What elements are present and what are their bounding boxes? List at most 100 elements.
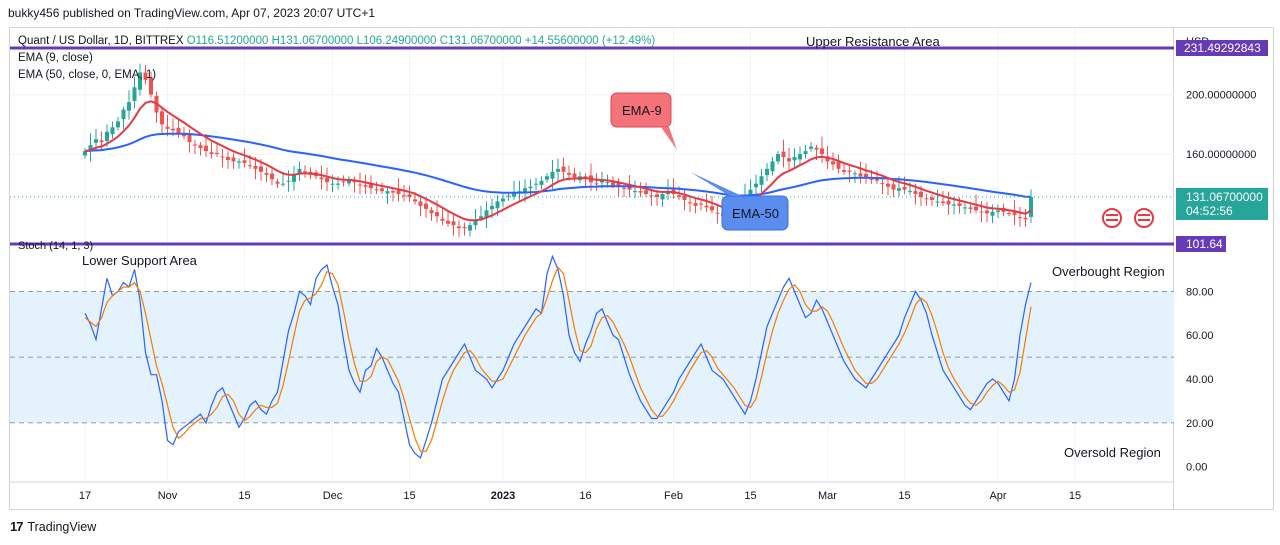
candle-body xyxy=(792,157,797,161)
candle-body xyxy=(968,207,973,209)
candle-body xyxy=(644,190,648,195)
candle-body xyxy=(94,139,98,143)
candle-body xyxy=(990,211,995,216)
candle-body xyxy=(297,168,302,174)
candle-body xyxy=(605,182,610,184)
candle-body xyxy=(897,188,901,191)
x-tick-label: 16 xyxy=(579,490,591,502)
candle-body xyxy=(704,205,709,208)
x-tick-label: 15 xyxy=(403,490,415,502)
candle-body xyxy=(649,195,654,197)
candle-body xyxy=(979,211,984,213)
candle-body xyxy=(495,201,500,209)
candle-body xyxy=(616,182,621,187)
candle-body xyxy=(413,199,417,202)
candle-body xyxy=(754,183,758,188)
oversold-annotation: Oversold Region xyxy=(1064,445,1161,460)
candle-body xyxy=(957,203,962,206)
candle-body xyxy=(891,184,896,190)
candle-body xyxy=(440,218,445,221)
candle-body xyxy=(996,210,1000,212)
candle-body xyxy=(886,183,890,187)
candle-body xyxy=(369,184,373,189)
candle-body xyxy=(908,191,912,193)
candle-body xyxy=(688,202,692,204)
candle-body xyxy=(303,171,307,173)
chart-frame[interactable] xyxy=(9,27,1174,510)
candle-body xyxy=(567,173,571,175)
candle-body xyxy=(396,190,401,195)
candle-body xyxy=(116,121,120,128)
ema50-line xyxy=(84,132,1031,198)
candle-body xyxy=(820,148,824,155)
stoch-tick-label: 60.00 xyxy=(1186,330,1214,342)
candle-body xyxy=(451,221,456,226)
candle-body xyxy=(407,194,412,198)
stoch-pane xyxy=(10,254,1174,459)
x-tick-label: 17 xyxy=(79,490,91,502)
resistance-tag-label: 231.49292843 xyxy=(1184,41,1261,55)
candle-body xyxy=(594,183,599,185)
candle-body xyxy=(160,111,164,125)
publish-info: bukky456 published on TradingView.com, A… xyxy=(8,6,376,20)
candle-body xyxy=(171,128,175,131)
candle-body xyxy=(468,225,472,231)
candle-body xyxy=(83,151,87,156)
support-annotation: Lower Support Area xyxy=(82,253,198,268)
candle-body xyxy=(149,77,153,95)
ema9-line xyxy=(84,100,1032,222)
candle-body xyxy=(176,127,181,134)
candle-body xyxy=(677,195,681,198)
candle-body xyxy=(776,154,780,162)
candle-body xyxy=(121,109,126,120)
ema50-legend: EMA (50, close, 0, EMA, 1) xyxy=(18,69,157,81)
resistance-annotation: Upper Resistance Area xyxy=(806,34,940,49)
candle-body xyxy=(842,170,846,172)
candle-body xyxy=(930,197,934,200)
x-tick-label: 15 xyxy=(1069,490,1081,502)
candle-body xyxy=(556,168,560,172)
ema9-callout xyxy=(610,92,672,128)
price-axis[interactable] xyxy=(1174,27,1274,510)
ema9-legend: EMA (9, close) xyxy=(18,52,93,64)
candle-body xyxy=(391,191,395,193)
price-pane xyxy=(10,63,1174,238)
candle-body xyxy=(105,131,109,141)
candle-body xyxy=(600,180,604,183)
candle-body xyxy=(479,216,483,219)
candle-body xyxy=(132,87,137,101)
candle-body xyxy=(506,195,511,197)
stoch-tick-label: 40.00 xyxy=(1186,374,1214,386)
candle-body xyxy=(528,186,533,189)
tradingview-brand[interactable]: 17 TradingView xyxy=(10,519,96,534)
ohlc-values: O116.51200000 H131.06700000 L106.2490000… xyxy=(186,35,656,47)
candle-body xyxy=(501,198,505,202)
candle-body xyxy=(259,166,263,172)
candle-body xyxy=(281,183,285,185)
candle-body xyxy=(858,173,863,177)
x-tick-label: 15 xyxy=(744,490,756,502)
symbol-label: Quant / US Dollar, 1D, BITTREX xyxy=(18,35,184,47)
candle-body xyxy=(446,220,450,224)
candle-body xyxy=(99,140,104,143)
x-tick-label: Dec xyxy=(323,490,343,502)
candle-body xyxy=(561,166,566,172)
candle-body xyxy=(226,157,230,160)
ema9-callout-label: EMA-9 xyxy=(622,103,662,118)
candle-body xyxy=(193,144,197,146)
x-tick-label: Feb xyxy=(664,490,683,502)
candle-body xyxy=(787,158,791,162)
ema50-callout xyxy=(721,195,789,231)
candle-body xyxy=(204,145,208,152)
candle-body xyxy=(165,126,170,129)
ema9-callout-pointer xyxy=(661,127,677,150)
candle-body xyxy=(1029,196,1033,217)
candle-body xyxy=(110,127,115,135)
candle-body xyxy=(913,191,918,195)
flag-stripe xyxy=(1138,219,1150,221)
candle-body xyxy=(1012,212,1017,215)
candle-body xyxy=(545,176,549,180)
flag-icon xyxy=(1134,208,1154,228)
flag-stripe xyxy=(1106,219,1118,221)
